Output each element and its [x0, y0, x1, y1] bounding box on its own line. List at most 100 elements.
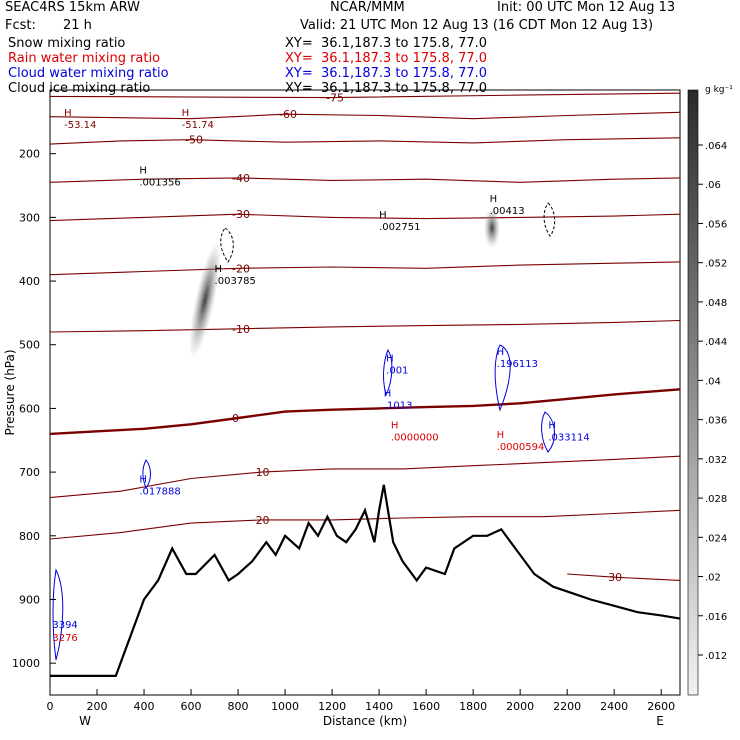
colorbar-tick-label: .064: [705, 141, 727, 152]
max-value: .002751: [379, 222, 420, 233]
colorbar-tick-label: .036: [705, 416, 727, 427]
y-tick-label: 200: [19, 148, 40, 161]
max-value: .001356: [139, 178, 180, 189]
x-tick-label: 800: [228, 700, 249, 713]
x-tick-label: 1800: [459, 700, 487, 713]
contour-line: [49, 213, 681, 222]
ice-contour-2: [543, 202, 556, 237]
contour-line: [49, 92, 681, 99]
ice-contour-1: [220, 227, 234, 263]
colorbar-unit: g kg⁻¹: [705, 85, 733, 95]
max-value: .001: [386, 365, 408, 376]
max-value: .00413: [490, 206, 525, 217]
y-tick-label: 400: [19, 275, 40, 288]
snow-blob-2: [484, 208, 500, 248]
x-tick-label: 1400: [365, 700, 393, 713]
terrain: [50, 484, 681, 677]
max-marker: H: [182, 108, 190, 119]
y-tick-label: 500: [19, 339, 40, 352]
max-value: .1013: [384, 400, 413, 411]
max-marker: H: [64, 108, 72, 119]
max-value: .196113: [497, 359, 538, 370]
colorbar-tick-label: .024: [705, 533, 727, 544]
x-tick-label: 400: [134, 700, 155, 713]
y-tick-label: 900: [19, 593, 40, 606]
max-value: .003785: [215, 276, 256, 287]
snow-blob-1: [189, 241, 221, 359]
max-value: 3394: [52, 620, 77, 631]
contour-label: -20: [232, 262, 250, 275]
contour-line: [49, 455, 681, 499]
max-marker: H: [139, 166, 147, 177]
field-rain-name: Rain water mixing ratio: [8, 51, 161, 66]
x-tick-label: 0: [47, 700, 54, 713]
x-tick-label: 2200: [553, 700, 581, 713]
colorbar-tick-label: .052: [705, 259, 727, 270]
cloud-water-contour-5: [142, 459, 151, 490]
colorbar-tick-label: .06: [705, 180, 721, 191]
contour-label: 0: [232, 412, 239, 425]
contour-label: -75: [326, 92, 344, 105]
x-tick-label: 1600: [412, 700, 440, 713]
x-tick-label: 200: [87, 700, 108, 713]
max-marker: H: [497, 430, 505, 441]
temperature-contours: -75 -60 -50 -40 -30 -20 -10 0 10 20 30: [49, 92, 681, 584]
x-axis-label: Distance (km): [323, 714, 407, 728]
cloud-water-contour-4: [52, 568, 64, 661]
field-cloudice-xy: XY= 36.1,187.3 to 175.8, 77.0: [285, 81, 488, 96]
max-marker: H: [384, 388, 392, 399]
colorbar-tick-label: .032: [705, 455, 727, 466]
plot-frame: [49, 89, 681, 696]
center-label: NCAR/MMM: [330, 0, 405, 15]
contour-label: -10: [232, 323, 250, 336]
contour-label: -60: [279, 108, 297, 121]
colorbar: [687, 89, 699, 696]
max-value: .0000594: [497, 442, 545, 453]
x-tick-label: 600: [181, 700, 202, 713]
model-title: SEAC4RS 15km ARW: [5, 0, 141, 15]
fcst-label: Fcst:: [5, 18, 36, 33]
max-value: -51.74: [182, 120, 214, 131]
x-tick-label: 2400: [600, 700, 628, 713]
max-marker: H: [490, 194, 498, 205]
max-marker: H: [215, 264, 223, 275]
colorbar-tick-label: .056: [705, 219, 727, 230]
field-rain-xy: XY= 36.1,187.3 to 175.8, 77.0: [285, 51, 488, 66]
contour-label: 30: [608, 571, 622, 584]
max-marker: H: [139, 474, 147, 485]
terrain-line: [50, 484, 681, 677]
max-marker: H: [497, 347, 505, 358]
contour-line: [49, 388, 681, 436]
contour-line: [49, 261, 681, 276]
colorbar-tick-label: .048: [705, 298, 727, 309]
colorbar-ticks: .064 .06 .056 .052 .048 .044 .04 .036 .032 .028 .0…: [698, 141, 727, 662]
y-tick-label: 600: [19, 402, 40, 415]
max-value: .033114: [548, 432, 589, 443]
contour-line: [49, 137, 681, 145]
valid-label: Valid: 21 UTC Mon 12 Aug 13 (16 CDT Mon …: [300, 18, 654, 33]
max-value: .017888: [139, 486, 180, 497]
west-label: W: [79, 714, 91, 728]
contour-label: -50: [185, 134, 203, 147]
contour-line: [49, 111, 681, 120]
max-value: 3276: [52, 633, 77, 644]
x-tick-label: 1000: [271, 700, 299, 713]
cloud-water-contour-2: [494, 344, 511, 412]
y-axis-label: Pressure (hPa): [3, 349, 17, 435]
colorbar-tick-label: .04: [705, 376, 721, 387]
max-marker: H: [379, 210, 387, 221]
contour-line: [49, 509, 681, 540]
field-cloudwater-name: Cloud water mixing ratio: [8, 66, 169, 81]
contour-line: [49, 319, 681, 333]
x-tick-label: 1200: [318, 700, 346, 713]
field-snow-xy: XY= 36.1,187.3 to 175.8, 77.0: [285, 36, 488, 51]
max-value: .0000000: [391, 432, 439, 443]
contour-line: [49, 177, 681, 183]
contour-line: [567, 573, 681, 581]
contour-label: -40: [232, 172, 250, 185]
east-label: E: [656, 714, 664, 728]
contour-label: 20: [256, 514, 270, 527]
max-marker: H: [386, 353, 394, 364]
y-tick-label: 800: [19, 530, 40, 543]
snow-shading: [52, 202, 556, 661]
